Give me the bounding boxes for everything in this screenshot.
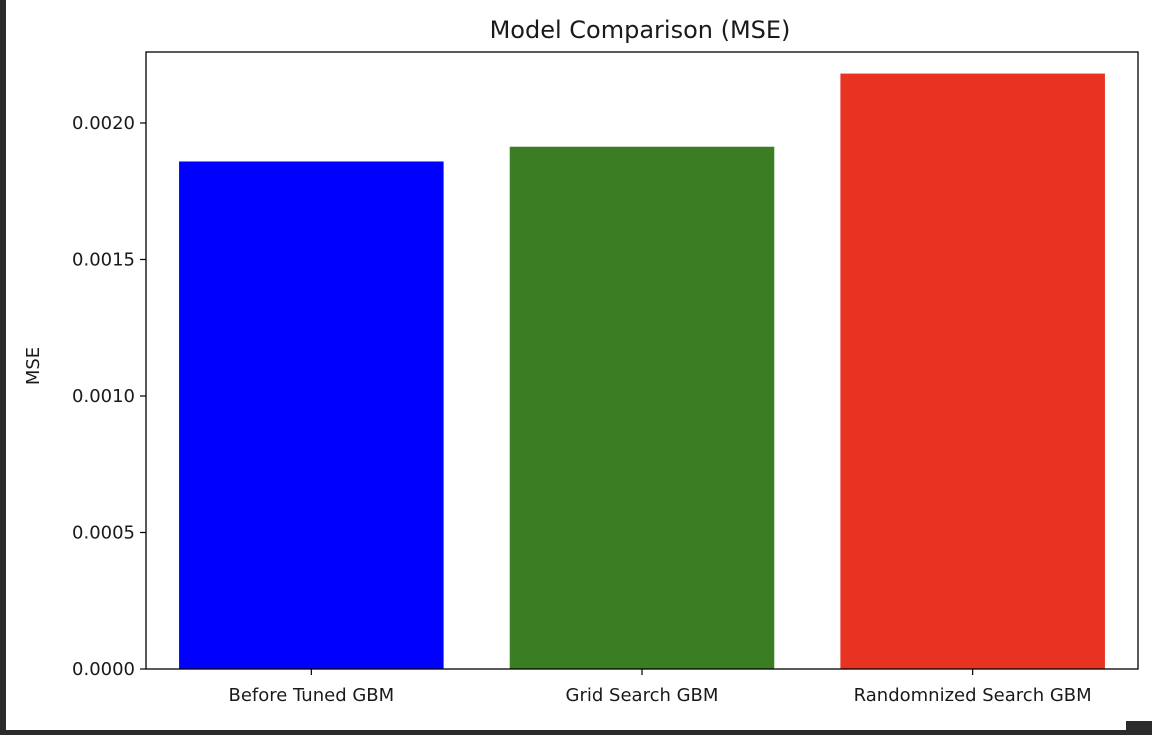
x-axis-ticks: Before Tuned GBM Grid Search GBM Randomniz… xyxy=(228,669,1091,706)
y-tick-label: 0.0015 xyxy=(72,249,135,270)
y-tick-label: 0.0005 xyxy=(72,522,135,543)
window-corner xyxy=(1126,721,1152,730)
chart-title: Model Comparison (MSE) xyxy=(490,16,791,44)
x-tick-label: Before Tuned GBM xyxy=(228,685,394,706)
y-tick-label: 0.0020 xyxy=(72,113,135,134)
bar-randomnized-search-gbm xyxy=(840,74,1105,669)
x-tick-label: Grid Search GBM xyxy=(566,685,719,706)
bar-chart: Model Comparison (MSE) MSE 0.00000.00050… xyxy=(6,0,1152,730)
bar-grid-search-gbm xyxy=(510,147,775,669)
y-tick-label: 0.0010 xyxy=(72,386,135,407)
y-tick-label: 0.0000 xyxy=(72,659,135,680)
bar-before-tuned-gbm xyxy=(179,161,444,669)
y-axis-ticks: 0.0000 0.0005 0.0010 0.0015 0.0020 xyxy=(72,113,146,680)
bars-layer xyxy=(179,74,1105,669)
x-tick-label: Randomnized Search GBM xyxy=(854,685,1092,706)
y-axis-label: MSE xyxy=(23,347,44,385)
